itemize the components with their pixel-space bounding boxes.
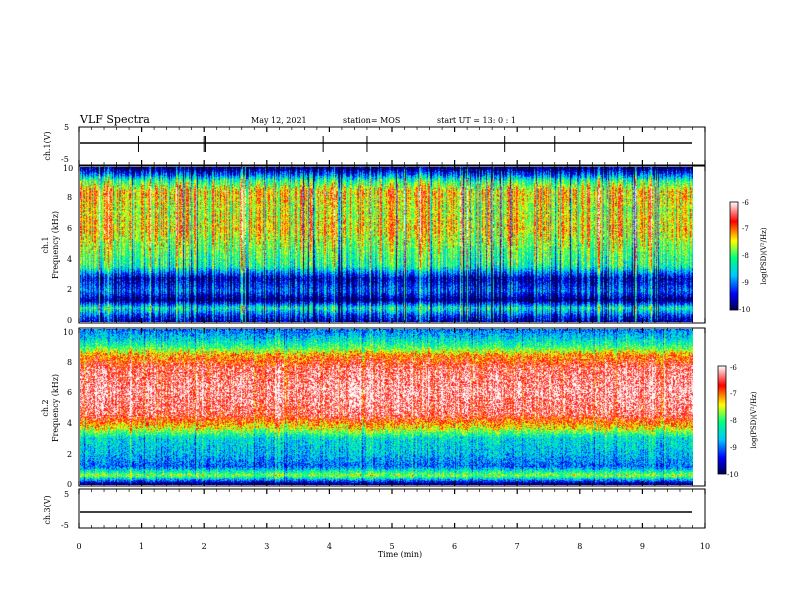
x-tick-label: 0 bbox=[76, 542, 81, 551]
ch2-spectrogram-image bbox=[80, 329, 693, 485]
ch1-spectrogram-panel: 0 2 4 6 8 10 ch.1 Frequency (kHz) -6 -7 … bbox=[41, 164, 768, 325]
ch3-ytick-top: 5 bbox=[64, 490, 69, 499]
start-time-label: start UT = 13: 0 : 1 bbox=[437, 116, 516, 125]
x-tick-label: 6 bbox=[452, 542, 457, 551]
ch2-spectrogram-panel: 0 2 4 6 8 10 ch.2 Frequency (kHz) -6 -7 … bbox=[41, 327, 758, 489]
ch2-spectrogram-yticks: 0 2 4 6 8 10 bbox=[63, 328, 73, 489]
ch2-spec-ylabel: Frequency (kHz) bbox=[51, 374, 60, 442]
x-axis-ticks: 0 1 2 3 4 5 6 7 8 9 10 bbox=[76, 542, 710, 551]
ch3-waveform-panel: 5 -5 ch.3(V) bbox=[43, 488, 706, 530]
ch2-cbtick-4: -10 bbox=[727, 471, 738, 479]
x-tick-label: 5 bbox=[389, 542, 394, 551]
ch3-ylabel: ch.3(V) bbox=[43, 495, 52, 524]
ch1-ytick-bottom: -5 bbox=[61, 155, 69, 164]
ch2-spec-ytick-6: 6 bbox=[67, 388, 72, 397]
ch3-ytick-bottom: -5 bbox=[61, 521, 69, 530]
ch2-colorbar-label: log(PSD)(V²/Hz) bbox=[750, 391, 758, 448]
ch3-waveform-frame bbox=[78, 488, 706, 529]
ch1-cbtick-0: -6 bbox=[742, 199, 749, 207]
ch1-waveform-panel: 5 -5 ch.1(V) bbox=[43, 123, 706, 166]
ch1-ytick-top: 5 bbox=[64, 123, 69, 132]
ch2-spec-ytick-8: 8 bbox=[67, 358, 72, 367]
ch1-ylabel: ch.1(V) bbox=[43, 131, 52, 160]
x-tick-label: 4 bbox=[327, 542, 332, 551]
ch1-spec-ylabel: Frequency (kHz) bbox=[51, 211, 60, 279]
ch1-spec-ytick-0: 0 bbox=[67, 316, 72, 325]
ch2-spec-channel-label: ch.2 bbox=[41, 399, 50, 416]
ch1-spec-ytick-10: 10 bbox=[63, 164, 73, 173]
ch1-spectrogram-yticks: 0 2 4 6 8 10 bbox=[63, 164, 73, 325]
ch1-waveform-spikes bbox=[137, 136, 625, 152]
ch1-cbtick-3: -9 bbox=[742, 279, 749, 287]
x-tick-label: 1 bbox=[139, 542, 144, 551]
ch2-spec-ytick-0: 0 bbox=[67, 480, 72, 489]
x-tick-label: 9 bbox=[640, 542, 645, 551]
ch1-spec-ytick-8: 8 bbox=[67, 193, 72, 202]
ch1-spec-ytick-2: 2 bbox=[67, 285, 72, 294]
ch1-colorbar-label: log(PSD)(V²/Hz) bbox=[760, 227, 768, 284]
ch1-waveform-frame bbox=[78, 126, 706, 166]
ch1-cbtick-2: -8 bbox=[742, 252, 749, 260]
figure-title: VLF Spectra bbox=[79, 113, 150, 126]
ch1-spec-channel-label: ch.1 bbox=[41, 236, 50, 253]
x-tick-label: 2 bbox=[202, 542, 207, 551]
ch2-cbtick-3: -9 bbox=[730, 444, 737, 452]
ch1-cbtick-1: -7 bbox=[742, 225, 749, 233]
date-label: May 12, 2021 bbox=[251, 116, 307, 125]
ch1-spec-ytick-4: 4 bbox=[67, 255, 72, 264]
x-tick-label: 8 bbox=[577, 542, 582, 551]
x-tick-label: 10 bbox=[700, 542, 710, 551]
ch2-colorbar bbox=[717, 365, 727, 475]
ch2-cbtick-1: -7 bbox=[730, 390, 737, 398]
ch2-spec-ytick-4: 4 bbox=[67, 419, 72, 428]
ch1-spectrogram-image bbox=[80, 167, 693, 322]
ch1-colorbar bbox=[729, 201, 739, 311]
ch1-cbtick-4: -10 bbox=[739, 306, 750, 314]
ch2-cbtick-2: -8 bbox=[730, 417, 737, 425]
ch2-cbtick-0: -6 bbox=[730, 364, 737, 372]
axis-minor-ticks bbox=[78, 127, 706, 528]
x-tick-label: 3 bbox=[264, 542, 269, 551]
x-axis-label: Time (min) bbox=[378, 550, 422, 559]
station-label: station= MOS bbox=[343, 116, 400, 125]
ch2-spec-ytick-2: 2 bbox=[67, 450, 72, 459]
x-tick-label: 7 bbox=[515, 542, 520, 551]
ch2-spec-ytick-10: 10 bbox=[63, 328, 73, 337]
ch1-spec-ytick-6: 6 bbox=[67, 224, 72, 233]
